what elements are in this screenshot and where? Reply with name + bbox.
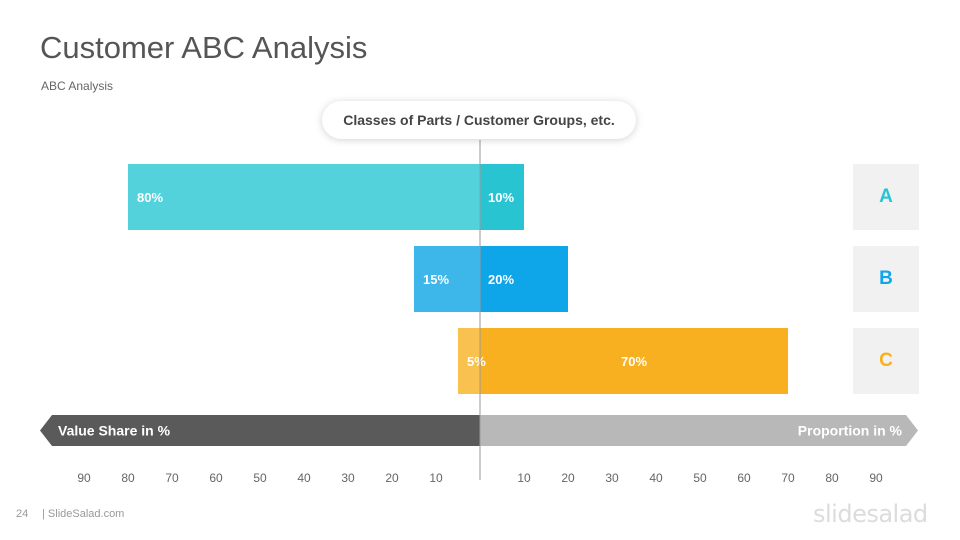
right-tick-label: 70 <box>781 471 795 485</box>
class-label-a: A <box>879 186 893 207</box>
proportion-label-c: 70% <box>621 354 647 369</box>
class-label-c: C <box>879 350 893 371</box>
right-tick-label: 90 <box>869 471 883 485</box>
class-box-c: C <box>853 328 919 394</box>
value-share-bar-a <box>128 164 480 230</box>
class-label-pill: Classes of Parts / Customer Groups, etc. <box>322 101 636 139</box>
right-tick-label: 30 <box>605 471 619 485</box>
right-tick-label: 20 <box>561 471 575 485</box>
page-number: 24 <box>16 508 29 520</box>
right-tick-label: 50 <box>693 471 707 485</box>
proportion-bar-a <box>480 164 524 230</box>
right-tick-label: 80 <box>825 471 839 485</box>
proportion-axis-label: Proportion in % <box>798 423 903 439</box>
class-label-b: B <box>879 268 893 289</box>
left-tick-label: 40 <box>297 471 311 485</box>
class-box-a: A <box>853 164 919 230</box>
slide-title: Customer ABC Analysis <box>40 30 368 65</box>
left-tick-label: 70 <box>165 471 179 485</box>
left-tick-label: 20 <box>385 471 399 485</box>
proportion-bar-b <box>480 246 568 312</box>
class-box-b: B <box>853 246 919 312</box>
proportion-label-b: 20% <box>488 272 514 287</box>
value-share-bar-b <box>414 246 480 312</box>
right-tick-label: 40 <box>649 471 663 485</box>
left-tick-label: 10 <box>429 471 443 485</box>
value-share-label-c: 5% <box>467 354 486 369</box>
footer-site: | SlideSalad.com <box>42 508 125 520</box>
value-share-axis-label: Value Share in % <box>58 423 171 439</box>
left-tick-label: 60 <box>209 471 223 485</box>
value-share-label-b: 15% <box>423 272 449 287</box>
proportion-label-a: 10% <box>488 190 514 205</box>
left-tick-label: 90 <box>77 471 91 485</box>
left-tick-label: 50 <box>253 471 267 485</box>
right-tick-label: 60 <box>737 471 751 485</box>
right-tick-label: 10 <box>517 471 531 485</box>
value-share-axis-arrow <box>40 415 480 446</box>
slide-subtitle: ABC Analysis <box>41 79 114 93</box>
proportion-axis-arrow <box>480 415 918 446</box>
left-tick-label: 30 <box>341 471 355 485</box>
proportion-bar-c <box>480 328 788 394</box>
value-share-label-a: 80% <box>137 190 163 205</box>
left-tick-label: 80 <box>121 471 135 485</box>
value-share-bar-c <box>458 328 480 394</box>
brand-logo: slidesalad <box>813 500 928 528</box>
